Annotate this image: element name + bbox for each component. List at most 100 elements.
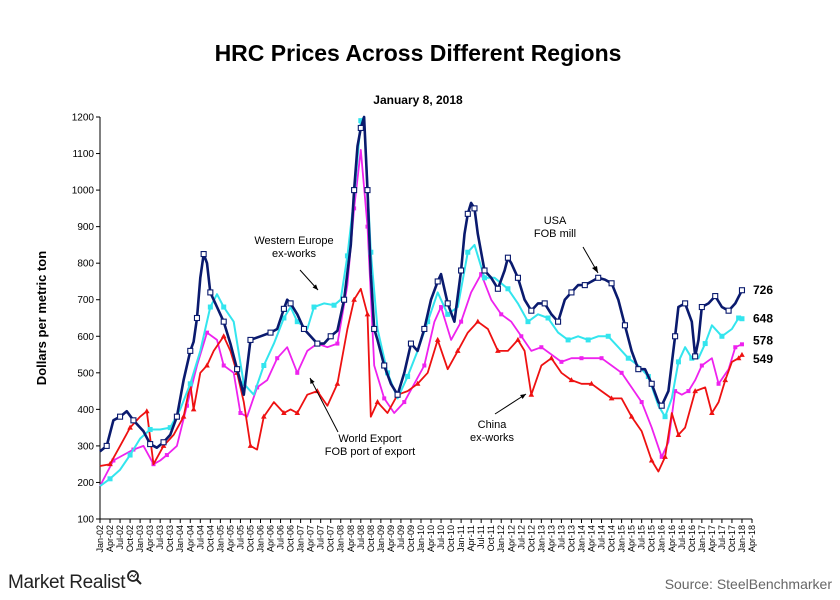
x-tick-label: Apr-06 (266, 525, 276, 552)
data-point-marker (528, 307, 535, 314)
data-point-marker (358, 118, 364, 124)
data-point-marker (739, 351, 745, 357)
data-point-marker (689, 355, 695, 361)
data-point-marker (625, 355, 631, 361)
data-point-marker (539, 345, 544, 350)
data-point-marker (241, 381, 247, 387)
data-point-marker (221, 304, 227, 310)
data-point-marker (261, 363, 267, 369)
data-point-marker (662, 414, 668, 420)
x-tick-label: Jul-06 (276, 525, 286, 550)
data-point-marker (220, 333, 227, 339)
data-point-marker (545, 315, 551, 321)
data-point-marker (739, 342, 744, 347)
data-point-marker (147, 441, 154, 448)
data-point-marker (351, 187, 358, 194)
y-tick-label: 600 (77, 332, 94, 343)
data-point-marker (382, 396, 387, 401)
x-tick-label: Oct-03 (165, 525, 175, 552)
data-point-marker (287, 300, 294, 307)
data-point-marker (374, 399, 381, 405)
data-point-marker (357, 124, 364, 132)
data-point-marker (180, 413, 187, 419)
data-point-marker (381, 362, 388, 369)
x-tick-label: Oct-13 (566, 525, 576, 552)
data-point-marker (692, 353, 699, 360)
data-point-marker (499, 312, 504, 317)
x-tick-label: Jan-13 (536, 525, 546, 553)
data-point-marker (672, 333, 679, 340)
data-point-marker (736, 315, 742, 321)
x-tick-label: Oct-15 (647, 525, 657, 552)
x-tick-label: Jul-13 (556, 525, 566, 550)
data-point-marker (568, 377, 575, 383)
x-tick-label: Jan-07 (296, 525, 306, 553)
y-tick-label: 1000 (72, 186, 95, 197)
y-tick-label: 100 (77, 515, 94, 526)
data-point-marker (414, 380, 421, 386)
x-tick-label: Jul-08 (356, 525, 366, 550)
data-point-marker (311, 304, 317, 310)
x-tick-label: Apr-14 (587, 525, 597, 552)
data-point-marker (658, 402, 665, 409)
y-tick-label: 400 (77, 405, 94, 416)
x-tick-label: Jan-02 (95, 525, 105, 553)
x-tick-label: Jan-15 (617, 525, 627, 553)
x-tick-label: Jul-11 (476, 525, 486, 549)
y-tick-label: 1100 (72, 149, 94, 160)
data-point-marker (144, 408, 150, 414)
data-point-marker (444, 300, 451, 307)
x-tick-label: Jul-14 (597, 525, 607, 550)
x-tick-label: Jan-03 (135, 525, 145, 553)
chart-title: HRC Prices Across Different Regions (215, 40, 622, 66)
data-point-marker (275, 356, 280, 361)
data-point-marker (639, 400, 644, 405)
data-point-marker (130, 417, 137, 424)
y-tick-label: 900 (77, 222, 94, 233)
data-point-marker (465, 249, 471, 255)
series-line (99, 115, 744, 453)
data-point-marker (628, 413, 635, 419)
data-point-marker (247, 442, 254, 448)
data-point-marker (187, 381, 193, 387)
market-realist-logo: Market Realist (8, 570, 144, 594)
x-tick-label: Apr-02 (105, 525, 115, 552)
x-tick-label: Oct-09 (406, 525, 416, 552)
data-point-marker (204, 330, 209, 335)
data-point-marker (519, 334, 524, 339)
data-point-marker (294, 410, 301, 416)
data-point-marker (675, 359, 681, 365)
data-point-marker (579, 356, 584, 361)
series-end-label: 648 (753, 312, 773, 326)
data-point-marker (314, 340, 321, 347)
annotation-arrowhead (592, 266, 598, 273)
data-point-marker (659, 454, 664, 459)
data-point-marker (193, 314, 201, 322)
data-point-marker (421, 325, 428, 333)
data-point-marker (261, 413, 267, 419)
data-point-marker (719, 333, 725, 339)
data-point-marker (588, 380, 595, 386)
y-tick-label: 500 (77, 368, 94, 379)
data-point-marker (608, 395, 615, 401)
x-tick-label: Jan-14 (576, 525, 586, 553)
series-annotation: China (478, 419, 508, 431)
series-end-label: 578 (753, 333, 773, 347)
data-point-marker (722, 377, 729, 383)
x-tick-label: Jul-10 (436, 525, 446, 550)
data-point-marker (733, 345, 738, 350)
x-tick-label: Oct-08 (366, 525, 376, 552)
x-tick-label: Apr-07 (306, 525, 316, 552)
data-point-marker (425, 319, 431, 325)
data-point-marker (107, 476, 113, 482)
data-point-marker (675, 431, 682, 437)
data-point-marker (464, 210, 471, 217)
y-tick-label: 1200 (72, 113, 95, 124)
x-tick-label: Oct-11 (486, 525, 496, 551)
x-tick-label: Apr-11 (466, 525, 476, 551)
data-point-marker (514, 274, 521, 281)
data-point-marker (692, 388, 698, 394)
data-point-marker (716, 381, 721, 386)
data-point-marker (568, 289, 575, 296)
series-end-label: 549 (753, 352, 773, 366)
